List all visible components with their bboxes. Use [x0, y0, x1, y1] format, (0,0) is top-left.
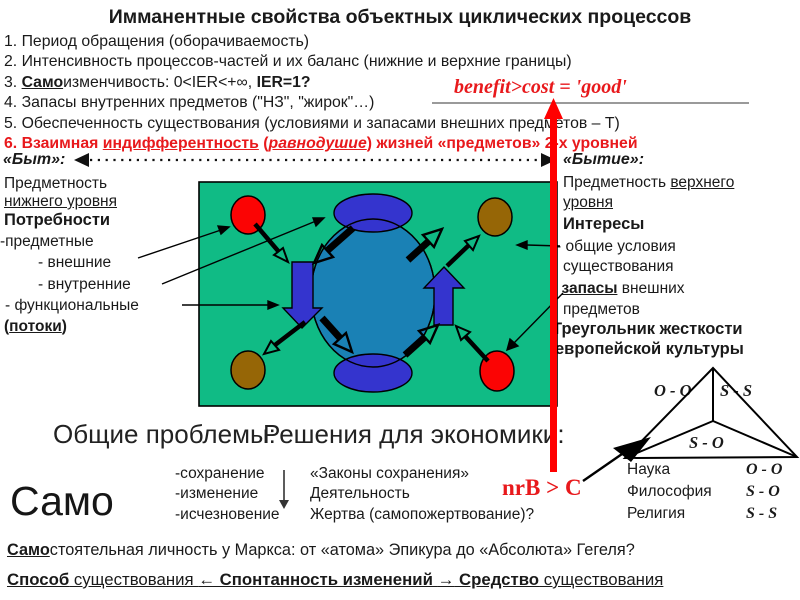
- left-panel-heading: Потребности: [4, 211, 111, 229]
- list-item-1: 1. Период обращения (оборачиваемость): [4, 33, 310, 50]
- corner-objects: [230, 195, 515, 392]
- block-arrow-down: [281, 261, 324, 330]
- footer-line-2: Способ существования ← Спонтанность изме…: [7, 570, 664, 589]
- right-panel-line1: Предметность верхнего: [563, 174, 735, 191]
- heading-solutions: Решения для экономики:: [263, 419, 565, 449]
- heading-problems: Общие проблемы:: [53, 419, 276, 449]
- cycle-arrowhead-icon: [416, 323, 441, 346]
- label-pointers: [137, 217, 564, 352]
- problems-list: -сохранение -изменение -исчезновение: [175, 464, 280, 525]
- dotted-axis-arrow: [74, 153, 556, 167]
- bytie-label: «Бытие»:: [563, 151, 645, 168]
- triangle-edge-right: S - S: [720, 381, 753, 400]
- left-panel-item-flows: (потоки): [4, 318, 67, 335]
- top-ellipse: [333, 193, 413, 233]
- triangle-row-name: Философия: [627, 483, 712, 500]
- central-ellipse: [310, 218, 436, 368]
- right-panel-heading: Интересы: [563, 215, 645, 233]
- right-panel-item-conditions-1: - общие условия: [556, 238, 676, 255]
- central-ellipse-outline: [310, 218, 436, 368]
- brown-object-bottom-left: [230, 350, 266, 390]
- list-item-2: 2. Интенсивность процессов-частей и их б…: [4, 53, 572, 70]
- triangle-row-value: S - S: [746, 505, 778, 522]
- list-item-4: 4. Запасы внутренних предметов ("НЗ", "ж…: [4, 94, 375, 111]
- right-panel-line2: уровня: [563, 194, 614, 211]
- byt-label: «Быт»:: [3, 151, 66, 168]
- triangle-arrowhead-icon: [613, 437, 651, 462]
- pointer-arrowhead-icon: [515, 239, 528, 251]
- object-arrows: [253, 222, 490, 363]
- axis-right-arrowhead-icon: [541, 153, 556, 167]
- solution-item: «Законы сохранения»: [310, 465, 469, 482]
- nrb-formula: nrB > C: [502, 475, 582, 500]
- cycle-arrowhead-icon: [311, 242, 336, 265]
- block-arrow-up: [422, 265, 466, 326]
- right-arrow-icon: →: [437, 570, 455, 589]
- problem-item: -изменение: [175, 485, 259, 503]
- down-arrow-icon: [279, 470, 289, 509]
- left-arrow-icon: ←: [198, 570, 215, 589]
- object-arrowhead-icon: [463, 234, 481, 252]
- cycle-core: [310, 193, 436, 393]
- left-panel-line1: Предметность: [4, 175, 108, 192]
- problem-item: -сохранение: [175, 465, 265, 482]
- object-arrowhead-icon: [272, 246, 290, 265]
- triangle-row-name: Религия: [627, 505, 686, 522]
- object-arrowhead-icon: [454, 324, 472, 342]
- left-panel-item-functional: - функциональные: [5, 297, 139, 314]
- footer-line-1: Самостоятельная личность у Маркса: от «а…: [7, 541, 635, 559]
- benefit-formula: benefit>cost = 'good': [454, 76, 627, 98]
- page-title: Имманентные свойства объектных циклическ…: [108, 6, 692, 28]
- triangle-edge-bottom: S - O: [689, 433, 724, 452]
- brown-object-top-right: [477, 197, 513, 237]
- left-panel-item-external: - внешние: [38, 254, 112, 271]
- solution-item: Деятельность: [310, 485, 410, 503]
- triangle-row-value: O - O: [746, 461, 783, 478]
- left-panel-item-subject: -предметные: [0, 233, 94, 250]
- list-item-5: 5. Обеспеченность существования (условия…: [4, 115, 620, 132]
- triangle-row-name: Наука: [627, 461, 671, 478]
- cycle-arrowhead-icon: [331, 330, 354, 355]
- pointer-arrowhead-icon: [216, 225, 231, 236]
- red-object-bottom-right: [479, 350, 515, 392]
- red-object-top-left: [230, 195, 266, 235]
- left-panel-item-internal: - внутренние: [38, 276, 131, 293]
- object-arrowhead-icon: [262, 339, 281, 356]
- solutions-list: «Законы сохранения» Деятельность Жертва …: [310, 464, 534, 525]
- problem-item: -исчезновение: [175, 505, 280, 523]
- pointer-arrowhead-icon: [267, 299, 280, 311]
- right-panel-item-conditions-2: существования: [563, 258, 674, 275]
- triangle-title-2: европейской культуры: [555, 340, 744, 358]
- pointer-arrowhead-icon: [505, 337, 520, 352]
- list-item-6: 6. Взаимная индифферентность (равнодушие…: [4, 135, 638, 152]
- cycle-arrows: [311, 225, 445, 358]
- bottom-ellipse: [333, 353, 413, 393]
- green-field: [198, 181, 558, 407]
- cycle-arrowhead-icon: [420, 227, 445, 250]
- triangle-edge-left: O - O: [654, 381, 692, 400]
- pointer-arrowhead-icon: [311, 217, 326, 228]
- left-panel-line2: нижнего уровня: [4, 193, 118, 210]
- solution-item: Жертва (самопожертвование)?: [310, 505, 535, 523]
- axis-left-arrowhead-icon: [74, 153, 89, 167]
- right-panel-item-stocks-2: предметов: [563, 301, 640, 318]
- samo-big-word: Само: [10, 478, 114, 524]
- list-item-3: 3. Самоизменчивость: 0<IER<+∞, IER=1?: [4, 74, 311, 91]
- triangle-row-value: S - O: [746, 483, 780, 500]
- right-panel-item-stocks-1: - запасы внешних: [552, 280, 685, 297]
- triangle-title-1: Треугольник жесткости: [552, 320, 743, 338]
